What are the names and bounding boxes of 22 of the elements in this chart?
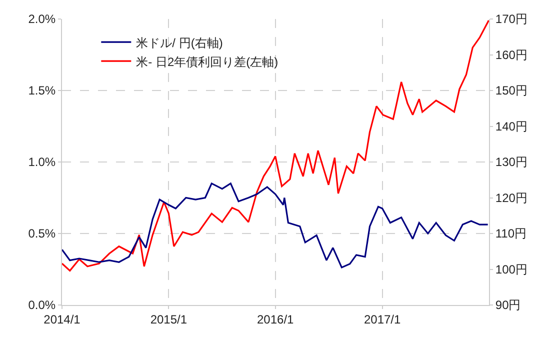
y-tick-label: 0.5% [28,226,56,241]
y2-tick-label: 100円 [495,262,528,276]
x-tick-label: 2016/1 [257,312,294,326]
legend-label: 米- 日2年債利回り差(左軸) [136,54,278,69]
line-series [62,20,489,272]
y2-tick-label: 130円 [495,155,528,170]
y2-tick-label: 160円 [495,48,528,62]
y-tick-label: 1.5% [28,84,56,98]
y-tick-label: 1.0% [28,155,56,170]
line-series [62,182,489,268]
x-tick-label: 2017/1 [364,312,401,326]
y-tick-label: 0.0% [28,298,56,312]
x-tick-label: 2015/1 [150,312,188,326]
y2-tick-label: 120円 [495,190,528,205]
x-tick-label: 2014/1 [44,312,81,326]
y2-tick-label: 110円 [495,226,527,241]
legend-label: 米ドル/ 円(右軸) [136,36,223,50]
y2-tick-label: 150円 [495,84,528,98]
y2-tick-label: 170円 [495,12,528,26]
y-tick-label: 2.0% [28,12,56,26]
y2-tick-label: 90円 [495,298,521,312]
y2-tick-label: 140円 [495,119,528,134]
